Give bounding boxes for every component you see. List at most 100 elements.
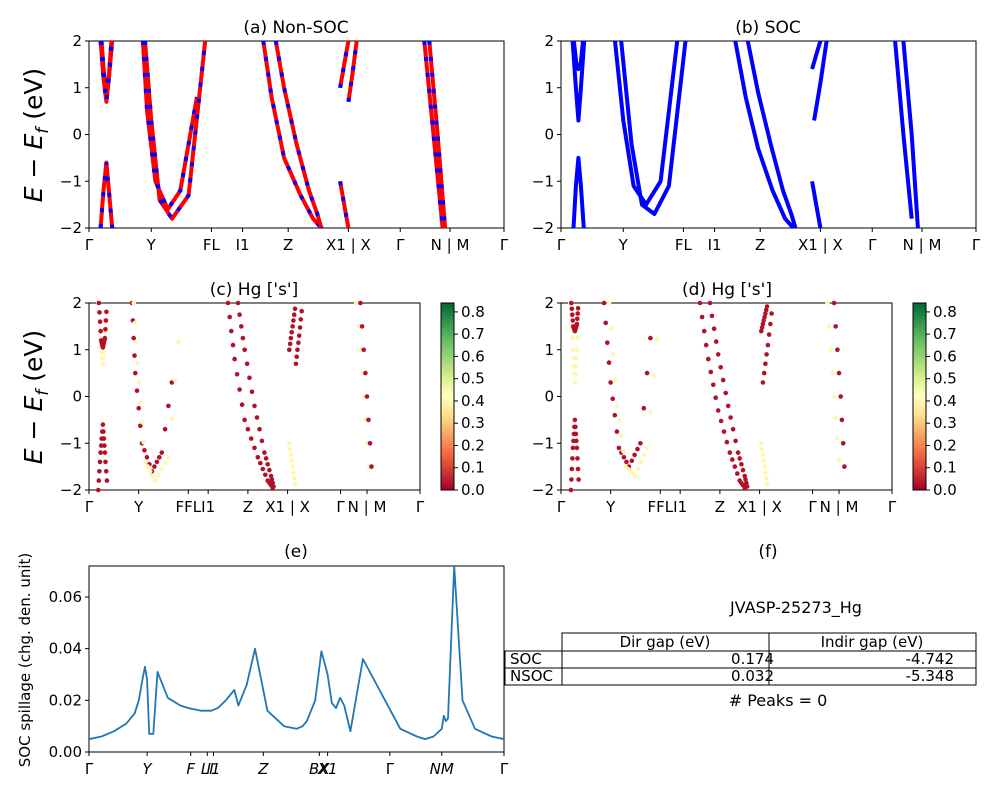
- x-tick-label: Γ: [557, 236, 566, 254]
- band-point: [147, 469, 153, 474]
- colorbar-tick-label: 0.4: [461, 392, 485, 410]
- colorbar-tick-label: 0.0: [461, 481, 485, 499]
- band-point: [735, 471, 740, 476]
- band-point: [263, 472, 268, 478]
- band-point: [720, 377, 726, 383]
- band-point: [570, 456, 575, 461]
- band-point: [601, 300, 607, 306]
- band-point: [366, 417, 371, 423]
- band-point: [136, 380, 141, 385]
- band-point: [152, 464, 157, 469]
- panel-a-axes: −2 −1 0 1 2 Γ Y FL I1 Z X1 | X Γ N | M Γ: [60, 32, 509, 254]
- band-point: [768, 321, 773, 327]
- panel-b-series: [570, 41, 920, 228]
- y-tick-label: −1: [60, 434, 82, 452]
- y-tick-label: 0.06: [49, 588, 82, 606]
- band-line: [812, 41, 829, 121]
- table-row-label: NSOC: [510, 667, 553, 685]
- band-point: [289, 458, 295, 464]
- panel-d-title: (d) Hg ['s']: [682, 280, 772, 300]
- band-point: [730, 457, 735, 462]
- band-point: [568, 487, 574, 493]
- band-line: [346, 41, 359, 103]
- band-point: [133, 370, 138, 376]
- band-point: [132, 320, 138, 326]
- band-point: [614, 429, 620, 434]
- band-point: [706, 356, 711, 362]
- band-point: [257, 426, 262, 432]
- x-tick-label: Z: [715, 498, 725, 516]
- band-point: [162, 460, 168, 466]
- band-point: [135, 360, 140, 365]
- panel-d-points: [568, 300, 847, 493]
- y-tick-label: 0.02: [49, 691, 82, 709]
- band-point: [713, 395, 718, 401]
- band-point: [154, 459, 160, 465]
- band-point: [610, 352, 616, 357]
- y-tick-label: 0: [544, 126, 554, 144]
- band-point: [764, 352, 769, 357]
- band-point: [635, 446, 640, 452]
- y-tick-label: 0.04: [49, 640, 82, 658]
- band-point: [100, 422, 106, 427]
- band-point: [357, 347, 363, 353]
- x-tick-label: FL: [675, 236, 693, 254]
- band-point: [287, 347, 292, 353]
- band-point: [740, 467, 746, 473]
- band-point: [166, 403, 171, 409]
- x-tick-label: BX: [309, 760, 330, 778]
- band-point: [268, 473, 274, 479]
- band-point: [570, 312, 575, 318]
- x-tick-label: Y: [143, 760, 154, 778]
- band-point: [237, 312, 242, 318]
- x-tick-label: Γ: [888, 498, 897, 516]
- band-point: [97, 310, 102, 315]
- band-point: [287, 441, 292, 446]
- colorbar-tick-label: 0.8: [933, 303, 957, 321]
- band-point: [570, 335, 575, 341]
- band-point: [608, 380, 613, 385]
- y-tick-label: −1: [60, 172, 82, 190]
- band-point: [101, 429, 106, 434]
- colorbar-tick-label: 0.6: [461, 347, 485, 365]
- band-line-dashes: [140, 41, 199, 214]
- band-point: [641, 452, 647, 458]
- band-point: [744, 484, 750, 489]
- band-point: [836, 457, 842, 462]
- band-point: [162, 426, 168, 432]
- y-tick-label: 0.00: [49, 743, 82, 761]
- band-point: [718, 418, 724, 424]
- band-point: [298, 317, 304, 322]
- band-point: [166, 455, 171, 460]
- table-cell: [768, 667, 977, 686]
- band-line: [338, 180, 351, 228]
- band-point: [605, 340, 610, 346]
- x-tick-label: X1: [317, 760, 338, 778]
- band-point: [240, 335, 246, 341]
- band-point: [252, 445, 257, 451]
- band-point: [96, 478, 102, 483]
- band-point: [235, 300, 241, 306]
- band-point: [97, 319, 103, 325]
- band-point: [621, 455, 627, 460]
- band-point: [232, 356, 237, 362]
- band-point: [258, 460, 263, 466]
- x-tick-label: Y: [618, 236, 629, 254]
- band-point: [290, 464, 295, 469]
- band-point: [574, 347, 580, 353]
- colorbar-tick-label: 0.3: [933, 414, 957, 432]
- band-point: [287, 446, 293, 452]
- panel-a-series: [98, 41, 448, 228]
- band-point: [644, 445, 650, 451]
- band-point: [761, 458, 766, 464]
- band-point: [606, 360, 612, 365]
- x-tick-label: X1 | X: [326, 236, 371, 254]
- band-point: [98, 328, 103, 334]
- band-point: [142, 448, 147, 453]
- band-point: [254, 415, 260, 420]
- band-point: [619, 433, 624, 439]
- band-point: [296, 333, 302, 339]
- band-point: [839, 417, 845, 423]
- band-point: [833, 324, 838, 329]
